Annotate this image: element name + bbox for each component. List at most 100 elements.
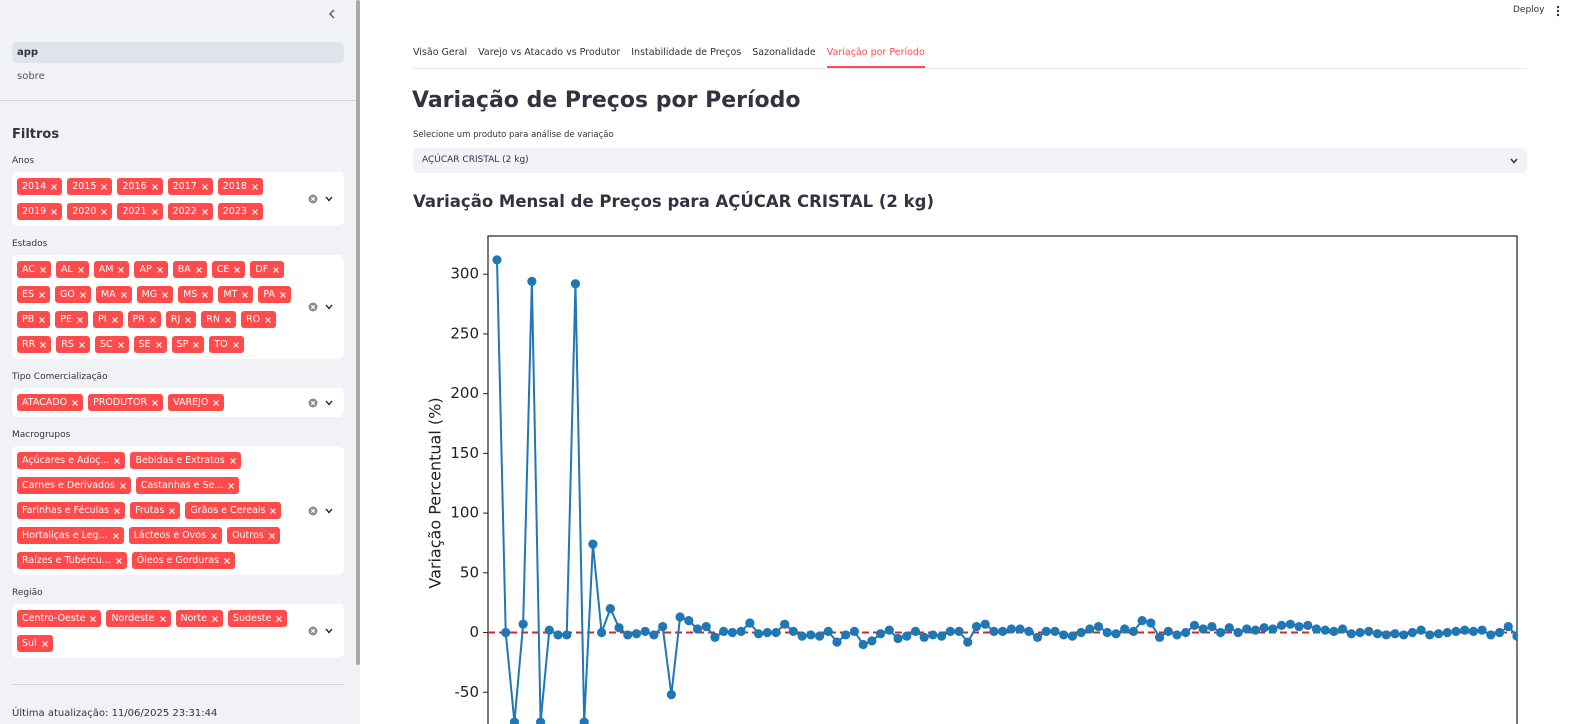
tag-remove[interactable] [151, 208, 158, 215]
tag-remove[interactable] [41, 640, 48, 647]
scrollbar[interactable] [356, 0, 360, 665]
dropdown-chevron[interactable] [324, 626, 334, 636]
tag-remove[interactable] [114, 507, 120, 514]
tag-remove[interactable] [232, 341, 239, 348]
tag-remove[interactable] [119, 482, 126, 489]
filter-label: Tipo Comercialização [12, 372, 108, 382]
main-menu[interactable] [1554, 4, 1562, 18]
tag-remove[interactable] [51, 183, 58, 190]
tab[interactable]: Visão Geral [413, 47, 468, 58]
tag-remove[interactable] [39, 291, 45, 298]
tag-remove[interactable] [77, 266, 84, 273]
tag-remove[interactable] [111, 316, 118, 323]
tag-remove[interactable] [51, 208, 58, 215]
tag-remove[interactable] [40, 341, 47, 348]
clear-all[interactable] [308, 626, 318, 636]
tag-remove[interactable] [152, 399, 158, 406]
clear-all[interactable] [308, 302, 318, 312]
multiselect[interactable]: AC AL AM AP BA CE DF ES GO MA MG MS MT PA PB PE PI PR RJ RN… [12, 255, 344, 359]
tag-remove[interactable] [117, 341, 124, 348]
tag-remove[interactable] [225, 316, 231, 323]
tag-remove[interactable] [212, 615, 218, 622]
clear-all[interactable] [308, 194, 318, 204]
data-point [1137, 615, 1147, 626]
tag-remove[interactable] [202, 291, 209, 298]
dropdown-chevron[interactable] [324, 506, 334, 516]
select-value: AÇÚCAR CRISTAL (2 kg) [422, 155, 529, 165]
clear-all[interactable] [308, 506, 318, 516]
tag-remove-icon [118, 266, 125, 273]
tag-remove[interactable] [276, 615, 283, 622]
tab[interactable]: Varejo vs Atacado vs Produtor [478, 47, 621, 58]
product-select[interactable]: AÇÚCAR CRISTAL (2 kg) [413, 148, 1527, 173]
dropdown-chevron[interactable] [324, 398, 334, 408]
tab[interactable]: Variação por Período [826, 44, 925, 68]
tag-remove[interactable] [265, 316, 271, 323]
tag-remove[interactable] [72, 399, 78, 406]
tag-remove[interactable] [201, 183, 208, 190]
tag-remove[interactable] [40, 266, 46, 273]
tag-remove[interactable] [270, 507, 277, 514]
tag-remove-icon [159, 615, 166, 622]
dropdown-chevron[interactable] [324, 302, 334, 312]
tag-remove[interactable] [101, 208, 108, 215]
deploy-button[interactable]: Deploy [1513, 5, 1545, 15]
tag-label: 2022 [172, 206, 197, 217]
tag-remove[interactable] [252, 208, 258, 215]
tag-remove[interactable] [211, 532, 217, 539]
data-point [814, 631, 825, 641]
tag-remove[interactable] [201, 208, 208, 215]
nav-item[interactable]: sobre [17, 71, 45, 82]
data-point [1163, 626, 1173, 636]
tab[interactable]: Instabilidade de Preços [631, 47, 742, 58]
data-point [1468, 626, 1479, 636]
tag-remove[interactable] [234, 266, 241, 273]
tag-remove[interactable] [39, 316, 46, 323]
tag-remove[interactable] [77, 316, 83, 323]
tag-remove[interactable] [169, 507, 176, 514]
tag-remove[interactable] [273, 266, 280, 273]
tag-remove[interactable] [120, 291, 127, 298]
tag-remove[interactable] [280, 291, 286, 298]
tag-remove[interactable] [151, 183, 158, 190]
tag-remove[interactable] [224, 557, 230, 564]
tag-remove[interactable] [101, 183, 108, 190]
tag-remove[interactable] [112, 532, 119, 539]
tab[interactable]: Sazonalidade [752, 47, 816, 58]
multiselect[interactable]: ATACADO PRODUTOR VAREJO [12, 388, 344, 417]
tag-remove[interactable] [162, 291, 169, 298]
clear-all[interactable] [308, 398, 318, 408]
tag-remove[interactable] [159, 615, 166, 622]
tag-remove[interactable] [193, 341, 200, 348]
tag-label: MG [141, 289, 158, 300]
tag-remove[interactable] [155, 341, 162, 348]
tag-remove[interactable] [213, 399, 220, 406]
tag-remove[interactable] [149, 316, 156, 323]
multiselect[interactable]: Açúcares e Adoç... Bebidas e Extratos Carn… [12, 446, 344, 575]
tag-remove[interactable] [195, 266, 202, 273]
tag-remove[interactable] [185, 316, 192, 323]
tag-remove[interactable] [115, 557, 122, 564]
tag-remove[interactable] [242, 291, 249, 298]
tag-remove[interactable] [156, 266, 163, 273]
tag-remove[interactable] [114, 457, 121, 464]
tag-remove[interactable] [268, 532, 275, 539]
tag-remove[interactable] [78, 341, 85, 348]
data-point [1215, 627, 1226, 638]
data-point [1076, 627, 1086, 638]
multiselect[interactable]: Centro-Oeste Nordeste Norte Sudeste Sul [12, 604, 344, 658]
tag-label: SP [176, 339, 189, 350]
nav-item[interactable]: app [12, 42, 344, 63]
dropdown-chevron[interactable] [324, 194, 334, 204]
collapse-sidebar[interactable] [326, 8, 338, 20]
sidebar: Filtros Anos 2014 2015 2016 2017 2018 2019 2020… [0, 0, 360, 724]
tag-remove[interactable] [229, 457, 236, 464]
tag-remove[interactable] [80, 291, 86, 298]
tag-remove-icon [111, 316, 118, 323]
tag-remove[interactable] [118, 266, 125, 273]
tag-remove[interactable] [228, 482, 235, 489]
data-point [788, 626, 799, 636]
multiselect[interactable]: 2014 2015 2016 2017 2018 2019 2020 2021 2022 2023 [12, 172, 344, 226]
tag-remove[interactable] [90, 615, 97, 622]
tag-remove[interactable] [252, 183, 258, 190]
